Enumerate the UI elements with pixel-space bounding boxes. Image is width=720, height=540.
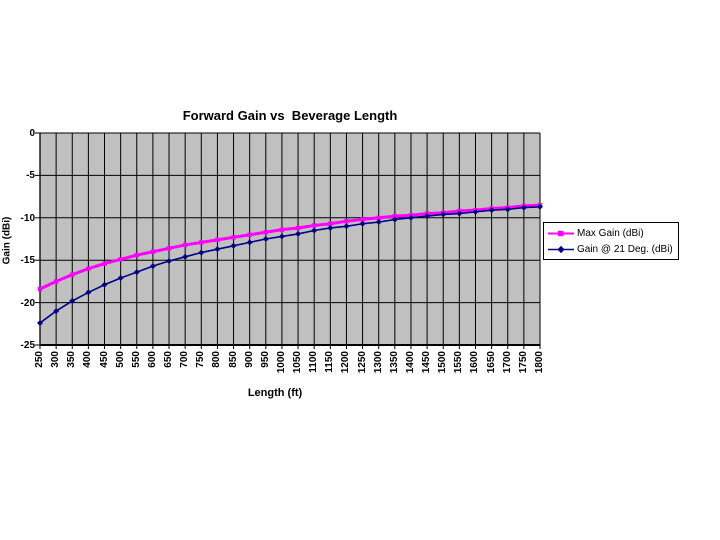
y-tick-label: -15 [20,255,35,267]
x-tick-label: 350 [66,351,78,368]
x-tick-label: 550 [130,351,142,368]
x-tick-label: 650 [163,351,175,368]
x-tick-label: 1800 [534,351,545,374]
legend-item: Gain @ 21 Deg. (dBi) [544,241,678,257]
x-tick-label: 1650 [485,351,497,374]
x-axis-title: Length (ft) [247,387,303,399]
legend-item: Max Gain (dBi) [544,225,678,241]
y-tick-label: -10 [20,212,35,224]
x-tick-label: 1500 [437,351,449,374]
y-tick-label: 0 [29,128,35,139]
x-tick-label: 900 [243,351,255,368]
x-tick-label: 500 [114,351,126,368]
legend-label: Max Gain (dBi) [577,227,644,239]
x-tick-label: 450 [98,351,110,368]
legend-marker-icon [548,230,574,236]
y-tick-label: -25 [20,340,35,351]
x-tick-label: 1150 [324,351,336,373]
x-tick-label: 1200 [340,351,352,374]
x-tick-label: 950 [259,351,271,368]
x-tick-label: 700 [179,351,191,368]
x-tick-label: 1700 [501,351,513,374]
x-tick-label: 1450 [421,351,433,374]
x-tick-label: 1250 [356,351,368,374]
x-tick-label: 1400 [404,351,416,374]
x-tick-label: 1350 [388,351,400,374]
x-tick-label: 1050 [292,351,304,374]
x-tick-label: 1300 [372,351,384,374]
chart-title: Forward Gain vs Beverage Length [182,108,398,123]
y-tick-label: -20 [20,297,35,309]
legend-marker-icon [548,245,574,253]
x-tick-label: 1600 [469,351,481,374]
x-tick-label: 800 [211,351,223,368]
x-tick-label: 1750 [517,351,529,374]
x-tick-label: 1100 [308,351,320,373]
x-tick-label: 400 [82,351,94,368]
x-tick-label: 300 [50,351,62,368]
legend: Max Gain (dBi) Gain @ 21 Deg. (dBi) [543,222,679,260]
x-tick-label: 850 [227,351,239,368]
legend-label: Gain @ 21 Deg. (dBi) [577,243,673,255]
x-tick-label: 1000 [275,351,287,374]
y-tick-label: -5 [26,170,35,182]
x-tick-label: 250 [34,351,45,368]
x-tick-label: 750 [195,351,207,368]
x-tick-label: 1550 [453,351,465,374]
x-tick-label: 600 [146,351,158,368]
